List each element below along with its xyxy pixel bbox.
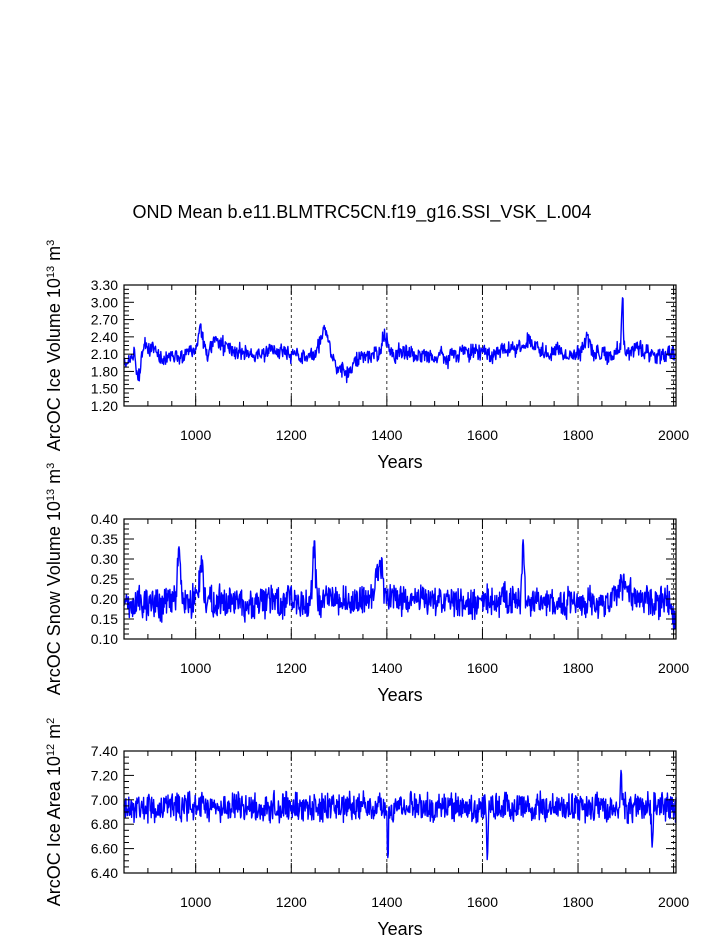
y-axis-title-part: 12	[45, 744, 57, 756]
x-tick-label: 1200	[276, 894, 307, 910]
y-axis-title-part: 13	[45, 266, 57, 278]
y-tick-label: 0.40	[91, 511, 118, 527]
x-tick-label: 1200	[276, 427, 307, 443]
y-tick-label: 2.70	[91, 312, 118, 328]
x-tick-label: 2000	[658, 894, 689, 910]
x-axis-title: Years	[377, 452, 422, 472]
x-tick-label: 1800	[562, 894, 593, 910]
x-tick-label: 1000	[180, 660, 211, 676]
y-tick-label: 1.50	[91, 381, 118, 397]
y-axis-title-part: m	[44, 246, 64, 266]
y-tick-label: 0.15	[91, 611, 118, 627]
plot-frame	[123, 518, 677, 640]
y-axis-title: ArcOC Ice Volume 1013 m3	[44, 240, 64, 451]
panel-2: 1000 1200 1400 1600 1800 2000 0.10 0.15 0.20 0.25…	[44, 463, 689, 705]
series-line-snow-volume	[123, 539, 677, 631]
x-tick-label: 1000	[180, 427, 211, 443]
y-tick-label: 0.20	[91, 591, 118, 607]
x-axis-title: Years	[377, 919, 422, 935]
y-tick-label: 2.40	[91, 329, 118, 345]
chart-panels: 1000 1200 1400 1600 1800 2000 1.201.50 1.802.10…	[44, 240, 689, 935]
y-tick-label: 1.80	[91, 363, 118, 379]
x-tick-label: 1000	[180, 894, 211, 910]
y-tick-label: 3.00	[91, 294, 118, 310]
x-tick-label: 1800	[562, 660, 593, 676]
y-tick-label: 0.30	[91, 551, 118, 567]
x-tick-label: 1600	[467, 660, 498, 676]
x-tick-label: 2000	[658, 427, 689, 443]
series-line-ice-volume	[123, 297, 677, 384]
y-axis-title-part: 3	[45, 240, 57, 246]
y-axis-title-part: ArcOC Ice Area 10	[44, 756, 64, 906]
y-tick-label: 3.30	[91, 277, 118, 293]
y-tick-label: 0.25	[91, 571, 118, 587]
y-tick-label: 6.40	[91, 865, 118, 881]
y-tick-label: 7.00	[91, 792, 118, 808]
y-axis-title-part: 3	[45, 463, 57, 469]
x-tick-label: 1600	[467, 427, 498, 443]
panel-3: 1000 1200 1400 1600 1800 2000 6.40 6.60 6.80 7.00…	[44, 718, 689, 935]
y-axis-title: ArcOC Snow Volume 1013 m3	[44, 463, 64, 695]
plot-frame	[123, 284, 677, 407]
x-tick-label: 1200	[276, 660, 307, 676]
x-tick-label: 1800	[562, 427, 593, 443]
y-tick-label: 6.80	[91, 816, 118, 832]
series-line-ice-area	[123, 769, 677, 861]
x-tick-label: 1600	[467, 894, 498, 910]
y-axis-title: ArcOC Ice Area 1012 m2	[44, 718, 64, 906]
panel-1: 1000 1200 1400 1600 1800 2000 1.201.50 1.802.10…	[44, 240, 689, 472]
x-tick-label: 1400	[371, 660, 402, 676]
y-axis-title-part: ArcOC Ice Volume 10	[44, 278, 64, 451]
chart-title: OND Mean b.e11.BLMTRC5CN.f19_g16.SSI_VSK…	[133, 202, 592, 223]
y-axis-title-part: m	[44, 724, 64, 744]
y-axis-title-part: 13	[45, 489, 57, 501]
x-tick-label: 2000	[658, 660, 689, 676]
y-axis-title-part: 2	[45, 718, 57, 724]
x-axis-title: Years	[377, 685, 422, 705]
y-tick-label: 1.20	[91, 398, 118, 414]
y-axis-title-part: ArcOC Snow Volume 10	[44, 501, 64, 695]
x-tick-label: 1400	[371, 427, 402, 443]
y-tick-label: 0.35	[91, 531, 118, 547]
y-tick-label: 0.10	[91, 631, 118, 647]
y-axis-title-part: m	[44, 469, 64, 489]
y-tick-label: 7.20	[91, 767, 118, 783]
x-tick-label: 1400	[371, 894, 402, 910]
y-tick-label: 2.10	[91, 346, 118, 362]
y-tick-label: 6.60	[91, 841, 118, 857]
y-tick-label: 7.40	[91, 743, 118, 759]
